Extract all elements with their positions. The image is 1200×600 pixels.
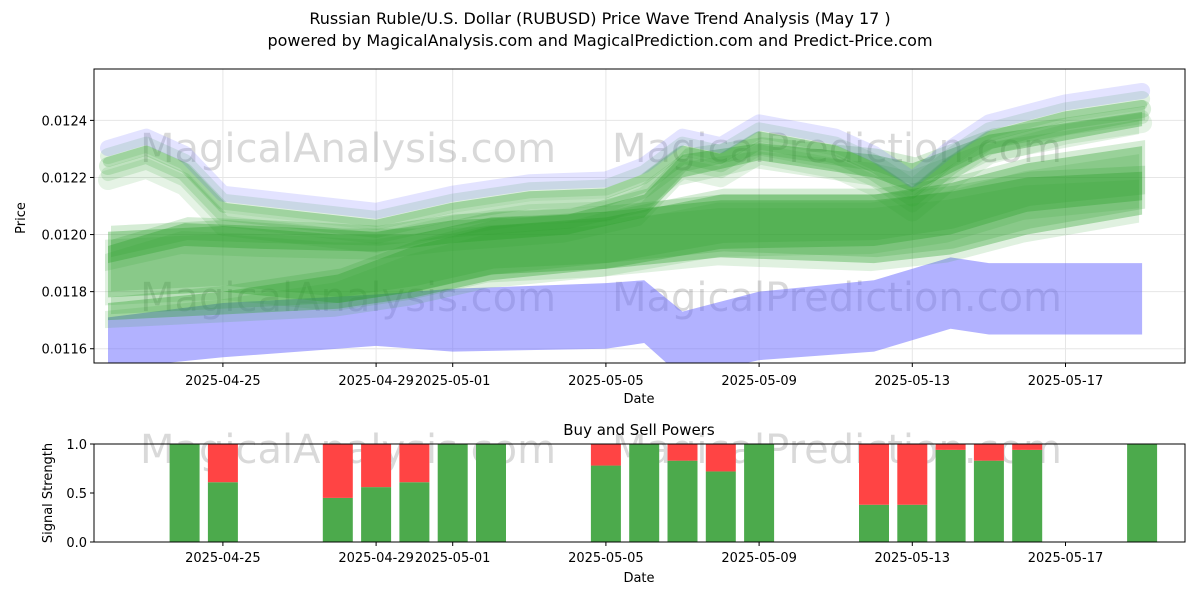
price-x-tick-label: 2025-05-13 (875, 374, 951, 389)
price-y-tick-label: 0.0124 (42, 114, 88, 129)
buy-bar (935, 449, 966, 542)
price-x-tick-label: 2025-05-17 (1028, 374, 1104, 389)
sell-bar (322, 444, 353, 498)
sell-bar (361, 444, 392, 488)
buy-bar (1012, 449, 1043, 542)
sell-bar (859, 444, 889, 505)
power-x-tick-label: 2025-04-29 (338, 551, 414, 566)
buy-bar (476, 444, 506, 542)
buy-bar (590, 465, 621, 542)
power-y-tick-label: 0.0 (66, 536, 87, 551)
price-axes-frame (93, 68, 1186, 364)
price-wave-line (103, 99, 1148, 230)
price-y-tick-label: 0.0116 (42, 343, 88, 358)
sell-bar (1012, 444, 1043, 450)
sell-bar (897, 444, 928, 505)
price-y-tick-label: 0.0120 (42, 229, 88, 244)
chart-title: Russian Ruble/U.S. Dollar (RUBUSD) Price… (309, 9, 891, 28)
buy-bar (897, 504, 928, 542)
power-y-tick-label: 0.5 (66, 487, 87, 502)
price-wave-line (101, 109, 1150, 244)
power-x-tick-label: 2025-05-01 (415, 551, 491, 566)
green-price-band (111, 165, 1146, 298)
power-y-ticks: 0.0 0.5 1.0 (66, 438, 94, 551)
buy-bar (322, 497, 353, 542)
buy-bar (667, 460, 698, 542)
price-wave-line (100, 90, 1151, 227)
buy-bar (169, 444, 200, 542)
watermark-analysis-top: MagicalAnalysis.com (140, 126, 556, 172)
buy-bar (207, 482, 238, 542)
price-x-tick-label: 2025-04-29 (338, 374, 414, 389)
buy-bar (399, 482, 430, 542)
buy-bar (629, 444, 660, 542)
power-x-label: Date (623, 571, 654, 586)
price-x-tick-label: 2025-05-09 (721, 374, 797, 389)
price-x-tick-label: 2025-05-01 (415, 374, 491, 389)
power-x-tick-label: 2025-05-09 (721, 551, 797, 566)
price-wave-line (98, 112, 1153, 253)
sell-bar (207, 444, 238, 483)
watermark-prediction-top: MagicalPrediction.com (612, 126, 1062, 172)
power-y-label: Signal Strength (41, 443, 56, 543)
price-x-tick-label: 2025-05-05 (568, 374, 644, 389)
green-price-band (108, 146, 1143, 321)
price-y-tick-label: 0.0118 (42, 286, 88, 301)
power-x-tick-label: 2025-05-13 (875, 551, 951, 566)
green-price-band (105, 154, 1140, 329)
power-y-tick-label: 1.0 (66, 438, 87, 453)
power-x-tick-label: 2025-04-25 (185, 551, 261, 566)
green-price-band (105, 179, 1140, 312)
price-y-tick-label: 0.0122 (42, 171, 88, 186)
power-x-ticks: 2025-04-25 2025-04-29 2025-05-01 2025-05-05… (185, 542, 1103, 566)
price-x-label: Date (623, 392, 654, 407)
power-bars (169, 444, 1158, 542)
power-x-tick-label: 2025-05-17 (1028, 551, 1104, 566)
chart-subtitle: powered by MagicalAnalysis.com and Magic… (267, 31, 933, 50)
sell-bar (667, 444, 698, 461)
blue-price-band (108, 257, 1143, 363)
sell-bar (399, 444, 430, 483)
buy-bar (859, 504, 889, 542)
price-x-tick-label: 2025-04-25 (185, 374, 261, 389)
green-price-band (111, 140, 1146, 315)
buy-bar (361, 487, 392, 542)
price-wave-line (99, 99, 1152, 238)
price-wave-line (100, 82, 1151, 219)
sell-bar (935, 444, 966, 450)
green-price-band (108, 171, 1143, 304)
buy-bar (437, 444, 468, 542)
sell-bar (705, 444, 736, 472)
price-bands (98, 82, 1153, 363)
buy-bar (705, 471, 736, 542)
buy-bar (1127, 444, 1158, 542)
power-x-tick-label: 2025-05-05 (568, 551, 644, 566)
sell-bar (973, 444, 1004, 461)
price-axes (93, 68, 1186, 364)
price-y-ticks: 0.0116 0.0118 0.0120 0.0122 0.0124 (42, 114, 94, 358)
buy-bar (744, 444, 775, 542)
sell-bar (590, 444, 621, 466)
price-x-ticks: 2025-04-25 2025-04-29 2025-05-01 2025-05-05… (185, 363, 1103, 389)
power-title: Buy and Sell Powers (563, 421, 715, 439)
buy-bar (973, 460, 1004, 542)
price-y-label: Price (14, 202, 29, 234)
